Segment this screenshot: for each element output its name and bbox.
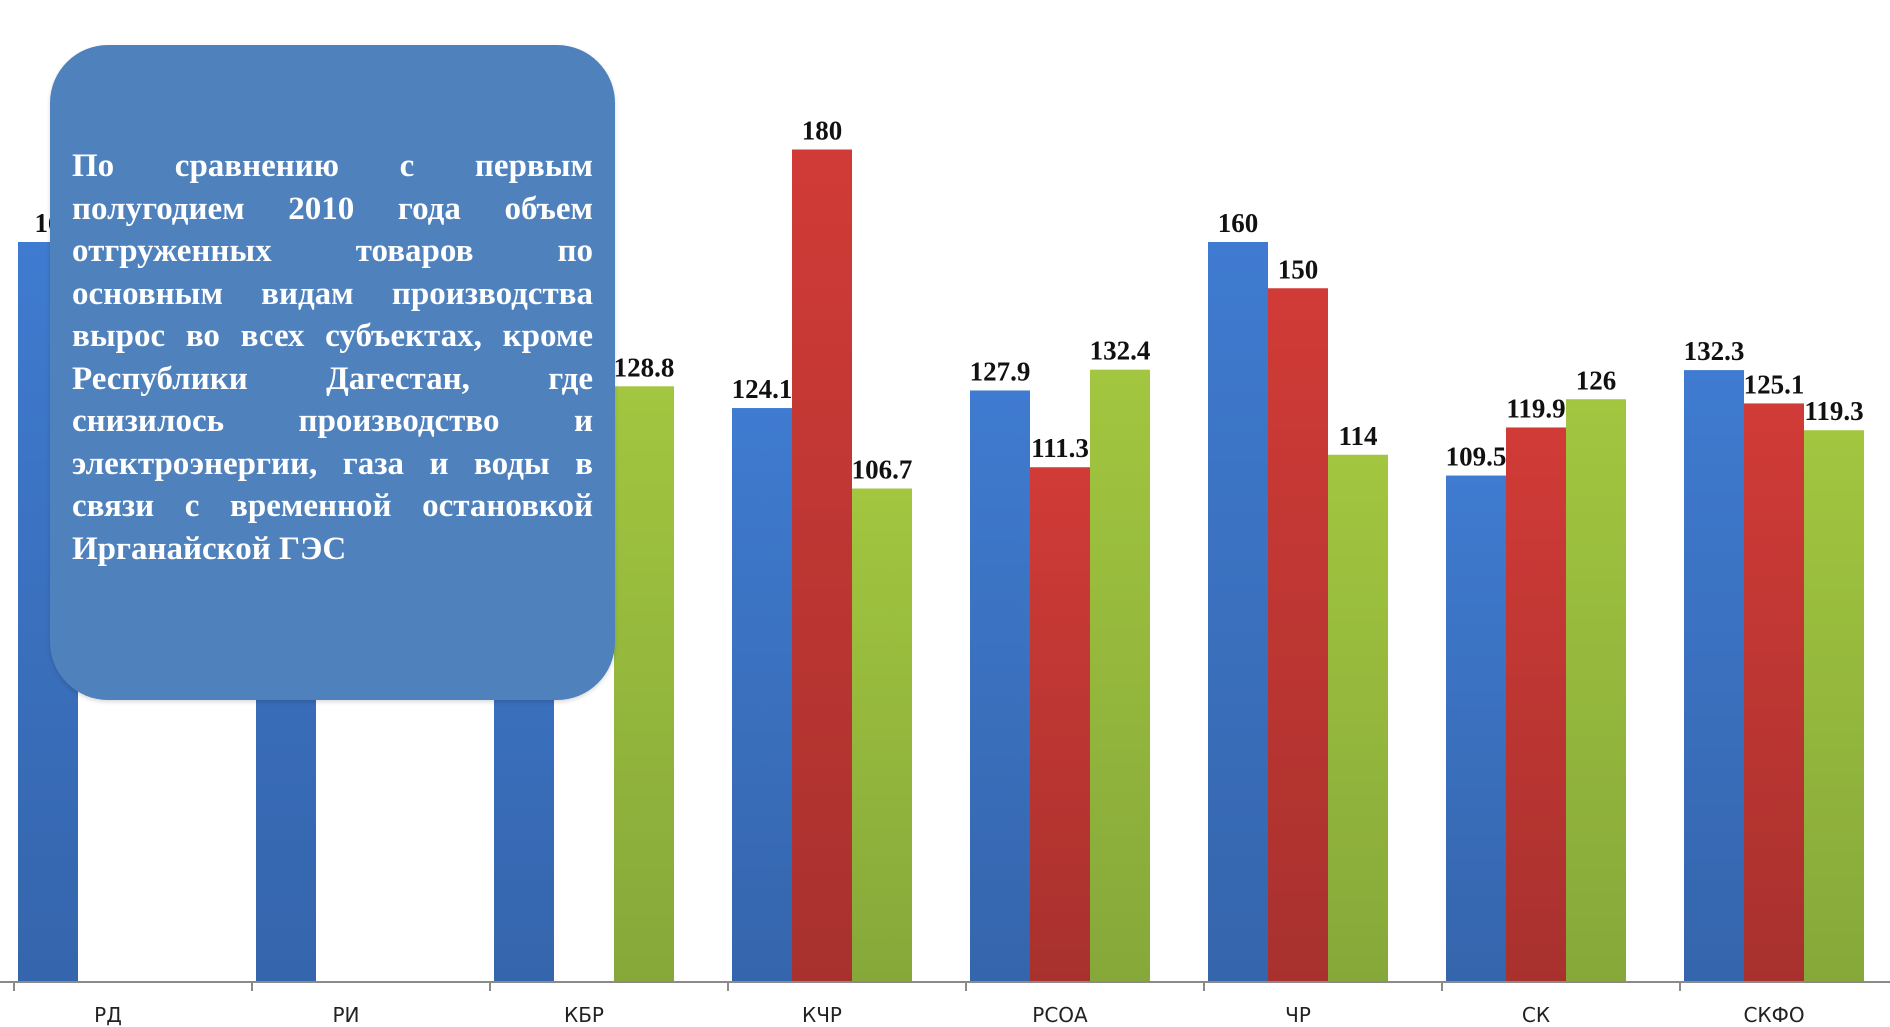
bar-СК-s1	[1446, 475, 1506, 982]
category-label-РД: РД	[94, 1003, 122, 1027]
category-label-КБР: КБР	[564, 1003, 604, 1027]
category-label-ЧР: ЧР	[1285, 1003, 1311, 1027]
value-label-ЧР-s1: 160	[1218, 208, 1259, 238]
value-label-РСОА-s1: 127.9	[970, 356, 1031, 386]
value-label-КЧР-s1: 124.1	[732, 374, 793, 404]
bar-СКФО-s3	[1804, 430, 1864, 982]
bar-РСОА-s1	[970, 390, 1030, 982]
value-label-СКФО-s2: 125.1	[1744, 369, 1805, 399]
value-label-ЧР-s2: 150	[1278, 254, 1319, 284]
value-label-СК-s3: 126	[1576, 365, 1617, 395]
category-label-РСОА: РСОА	[1032, 1003, 1088, 1027]
value-label-КЧР-s3: 106.7	[852, 455, 913, 485]
bar-РСОА-s2	[1030, 467, 1090, 982]
bar-КЧР-s3	[852, 488, 912, 982]
x-axis: РД РИ КБР КЧР РСОА ЧР СК СКФО	[0, 981, 1890, 1027]
bar-КБР-s3	[614, 386, 674, 982]
value-label-РСОА-s2: 111.3	[1031, 433, 1089, 463]
bar-СК-s2	[1506, 427, 1566, 982]
bar-СКФО-s2	[1744, 403, 1804, 983]
category-label-СКФО: СКФО	[1743, 1003, 1804, 1027]
value-label-СК-s1: 109.5	[1446, 442, 1507, 472]
value-label-КЧР-s2: 180	[802, 116, 843, 146]
bar-СК-s3	[1566, 399, 1626, 982]
value-label-СКФО-s3: 119.3	[1804, 396, 1863, 426]
bar-ЧР-s2	[1268, 288, 1328, 982]
category-label-РИ: РИ	[332, 1003, 359, 1027]
bar-КЧР-s2	[792, 149, 852, 982]
bar-ЧР-s1	[1208, 242, 1268, 982]
bar-РСОА-s3	[1090, 369, 1150, 982]
category-label-СК: СК	[1522, 1003, 1550, 1027]
bar-СКФО-s1	[1684, 370, 1744, 982]
bar-КЧР-s1	[732, 408, 792, 983]
value-label-СКФО-s1: 132.3	[1684, 336, 1745, 366]
category-label-КЧР: КЧР	[802, 1003, 842, 1027]
callout-text: По сравнению с первым полугодием 2010 го…	[72, 148, 593, 567]
value-label-РСОА-s3: 132.4	[1090, 336, 1151, 366]
value-label-ЧР-s3: 114	[1338, 421, 1377, 451]
bar-ЧР-s3	[1328, 454, 1388, 982]
callout-box: По сравнению с первым полугодием 2010 го…	[50, 45, 615, 700]
value-label-СК-s2: 119.9	[1506, 393, 1565, 423]
value-label-КБР-s3: 128.8	[614, 352, 675, 382]
